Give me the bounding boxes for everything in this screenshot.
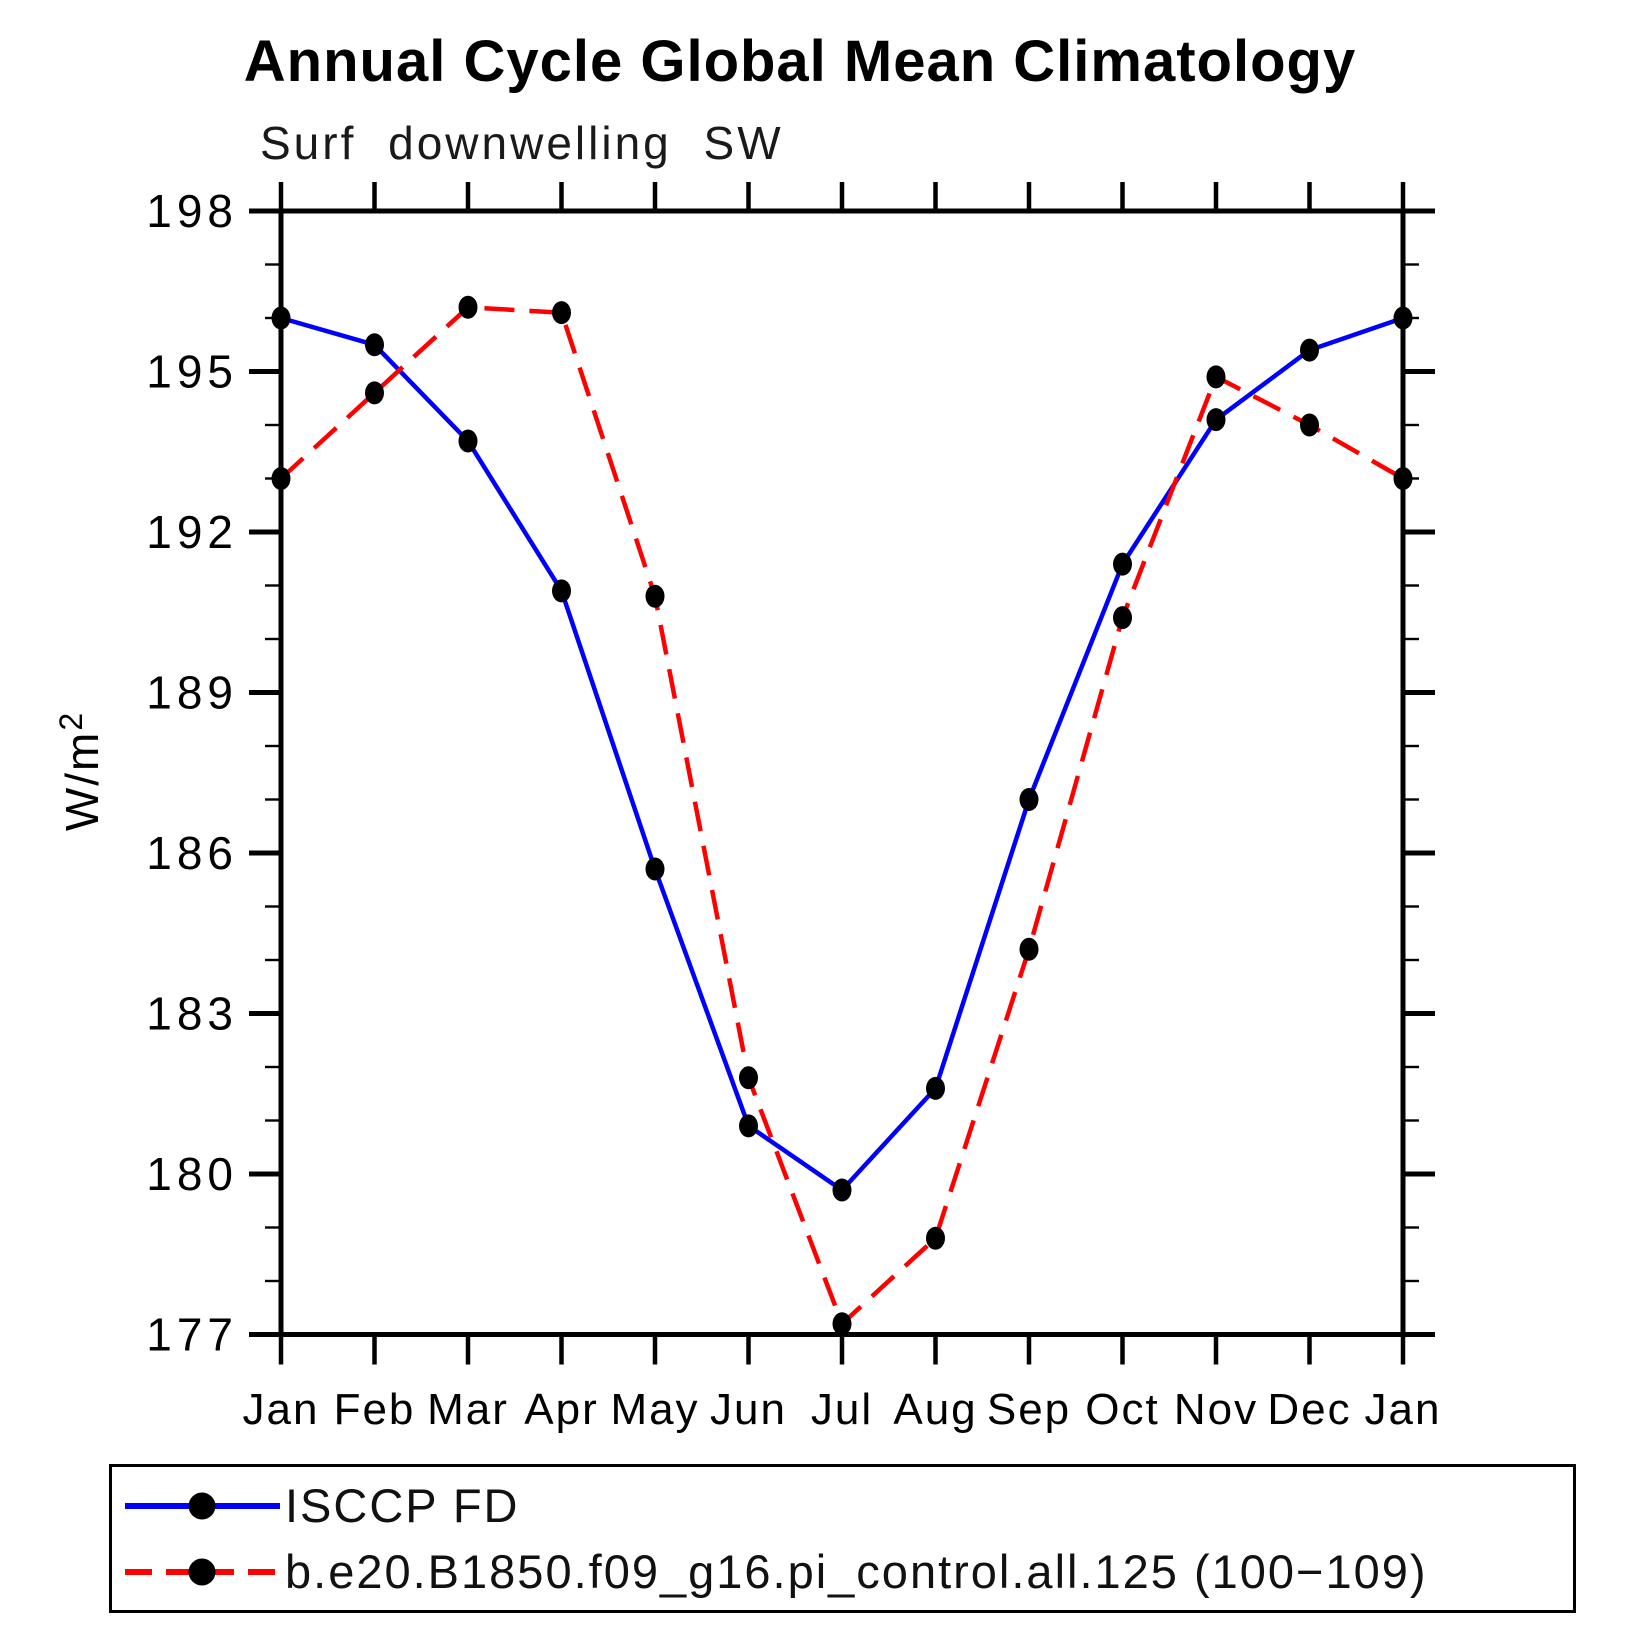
series-line-isccp-fd [280,315,1404,1193]
data-point-marker [832,1178,852,1202]
x-tick-label: Feb [334,1385,416,1434]
data-point-marker [271,467,291,490]
data-point-marker [1019,937,1039,961]
data-point-marker [645,857,665,881]
x-tick-label: Jun [710,1385,787,1434]
data-point-marker [271,306,291,330]
y-tick-label: 180 [146,1148,238,1200]
legend-entry-model: b.e20.B1850.f09_g16.pi_control.all.125 (… [120,1544,1573,1600]
y-tick-label: 195 [146,346,238,398]
data-point-marker [1300,413,1319,437]
x-tick-label: Oct [1085,1385,1159,1434]
data-point-marker [1019,788,1039,811]
data-point-marker [739,1066,758,1090]
data-point-marker [1206,408,1226,432]
y-axis-label: W/m2 [53,711,108,831]
legend-line-sample-isccp [125,1492,280,1519]
data-point-marker [1113,606,1132,630]
data-point-marker [458,295,478,319]
legend-label-model: b.e20.B1850.f09_g16.pi_control.all.125 (… [285,1545,1428,1598]
data-point-marker [1113,552,1132,576]
x-tick-label: Aug [893,1385,977,1434]
y-tick-label: 186 [146,827,238,879]
x-tick-label: Jan [243,1385,320,1434]
data-point-marker [458,429,478,453]
legend-marker-dot [188,1558,216,1585]
y-tick-label: 177 [146,1309,238,1361]
data-point-marker [365,381,384,405]
y-tick-label: 192 [146,506,238,558]
data-point-marker [645,584,665,608]
data-point-marker [1300,338,1319,362]
legend-entry-isccp-fd: ISCCP FD [120,1478,1573,1534]
y-tick-label: 198 [146,185,238,237]
plot-frame [278,208,1406,1337]
data-point-marker [552,301,571,325]
data-point-marker [739,1114,758,1138]
legend-marker-dot [188,1492,216,1519]
x-tick-label: Jul [811,1385,873,1434]
x-tick-label: Sep [987,1385,1071,1434]
x-tick-label: Mar [427,1385,509,1434]
legend-line-sample-model [125,1558,280,1585]
x-tick-label: Jan [1365,1385,1442,1434]
x-tick-label: May [610,1385,699,1434]
y-tick-label: 183 [146,988,238,1040]
data-point-marker [926,1226,945,1250]
x-tick-label: Nov [1174,1385,1258,1434]
legend-box: ISCCP FD b.e20.B1850.f09_g16.pi_control.… [109,1464,1576,1613]
data-point-marker [926,1076,945,1100]
x-tick-label: Apr [524,1385,598,1434]
page-title: Annual Cycle Global Mean Climatology [243,29,1357,94]
series-line-model [279,305,1405,1327]
data-point-marker [1206,365,1226,389]
data-point-marker [1393,306,1413,330]
data-point-marker [365,333,384,357]
data-point-marker [552,579,571,603]
x-tick-label: Dec [1267,1385,1351,1434]
data-point-marker [832,1312,852,1336]
data-point-marker [1393,467,1413,490]
chart-subtitle: Surf downwelling SW [260,117,784,169]
y-tick-label: 189 [146,667,238,719]
legend-label-isccp-fd: ISCCP FD [285,1479,520,1532]
